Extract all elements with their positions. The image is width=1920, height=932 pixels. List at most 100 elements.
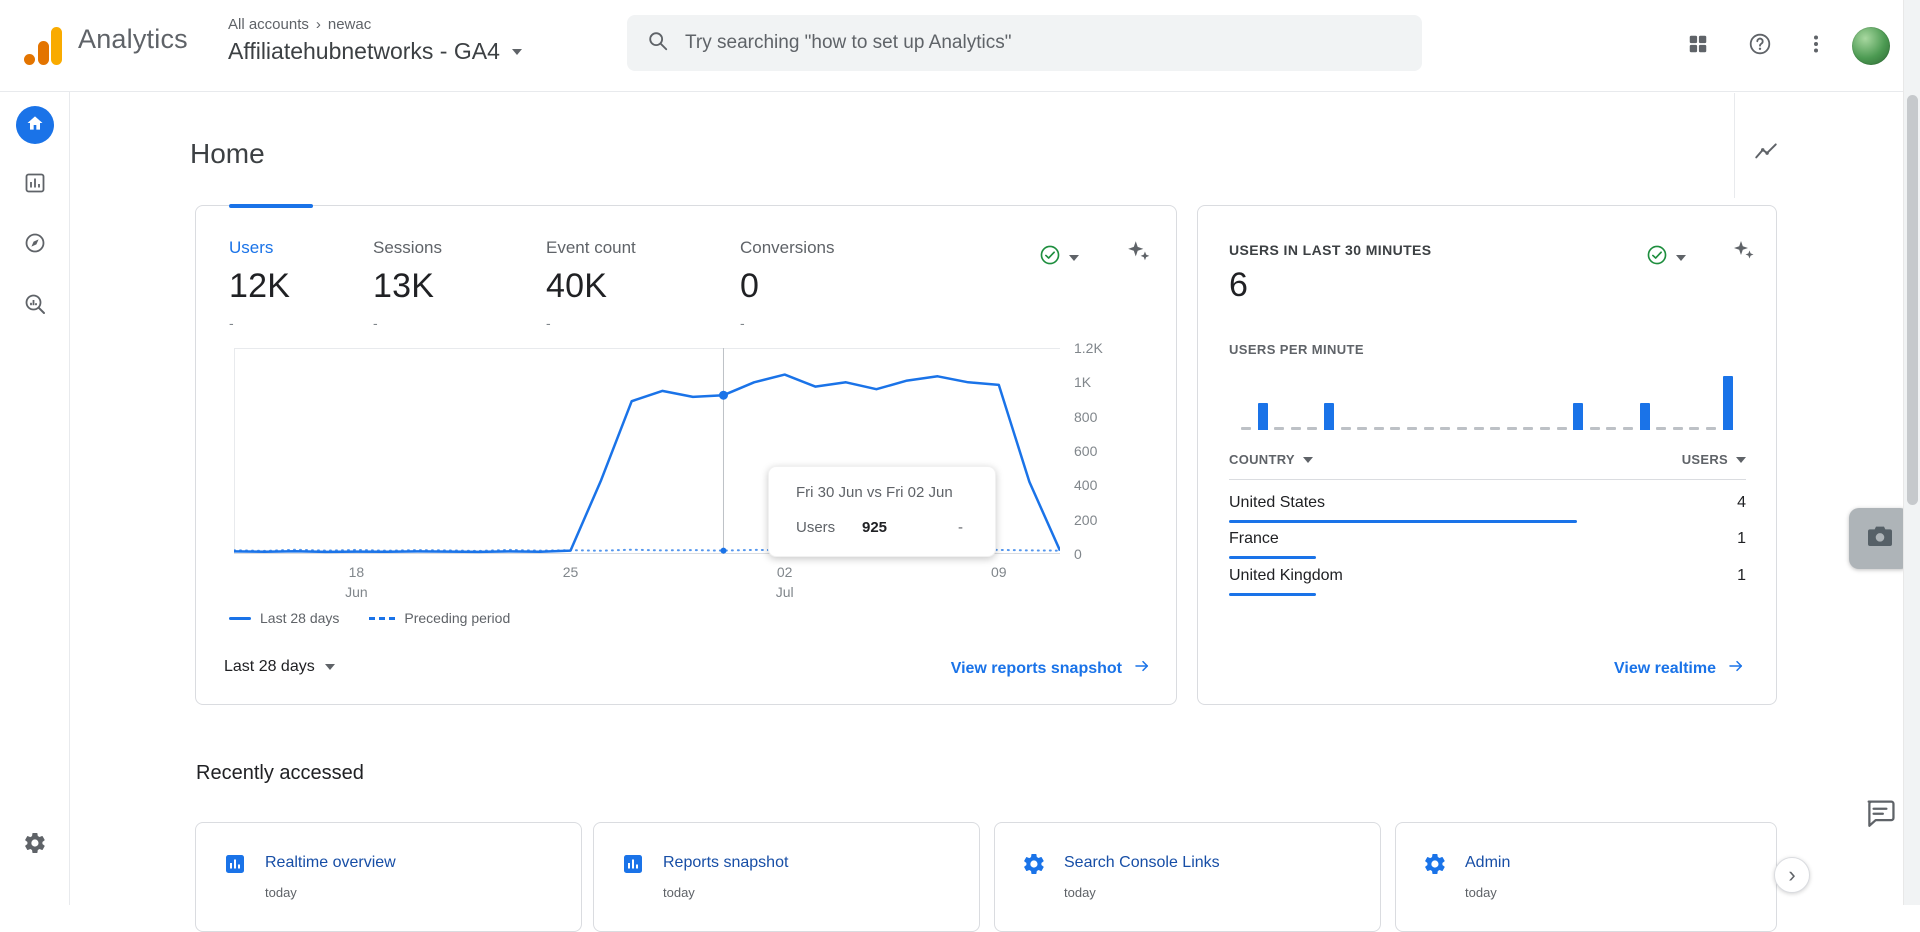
chevron-down-icon xyxy=(1676,255,1686,261)
minute-bar xyxy=(1723,376,1733,430)
hover-point-preceding xyxy=(720,548,726,554)
tooltip-comparison: - xyxy=(958,519,963,536)
recent-card-label: Search Console Links xyxy=(1064,854,1220,872)
analytics-logo[interactable] xyxy=(22,25,66,67)
country-value-bar xyxy=(1229,556,1316,559)
metric-tab-sessions[interactable]: Sessions 13K - xyxy=(373,238,442,331)
y-axis-tick: 1K xyxy=(1074,374,1091,390)
country-users: 4 xyxy=(1737,494,1746,512)
y-axis-tick: 0 xyxy=(1074,546,1082,562)
help-button[interactable] xyxy=(1738,24,1782,68)
minute-bar xyxy=(1673,427,1683,430)
recent-card-admin[interactable]: Admin today xyxy=(1395,822,1777,932)
minute-bar xyxy=(1656,427,1666,430)
recent-card-label: Reports snapshot xyxy=(663,854,788,872)
minute-bar xyxy=(1540,427,1550,430)
recent-card-search-console-links[interactable]: Search Console Links today xyxy=(994,822,1381,932)
chevron-down-icon xyxy=(1736,457,1746,463)
date-range-selector[interactable]: Last 28 days xyxy=(224,658,335,676)
metric-value: 40K xyxy=(546,267,636,306)
logo-dot xyxy=(24,54,35,65)
recent-card-reports-snapshot[interactable]: Reports snapshot today xyxy=(593,822,980,932)
minute-bar xyxy=(1440,427,1450,430)
hover-point-main xyxy=(719,391,728,400)
more-options-button[interactable] xyxy=(1794,24,1838,68)
chevron-right-icon: › xyxy=(316,16,321,33)
check-circle-icon xyxy=(1039,244,1061,271)
check-circle-icon xyxy=(1646,244,1668,271)
users-column-button[interactable]: USERS xyxy=(1682,452,1746,467)
table-row: France 1 xyxy=(1229,530,1746,564)
minute-bar xyxy=(1557,427,1567,430)
minute-bar xyxy=(1424,427,1434,430)
recent-card-meta: today xyxy=(1064,885,1096,900)
chevron-down-icon xyxy=(512,49,522,55)
insights-sparkle-button[interactable] xyxy=(1732,238,1756,267)
sidebar-item-reports[interactable] xyxy=(0,157,70,213)
minute-bar xyxy=(1706,427,1716,430)
users-per-minute-label: USERS PER MINUTE xyxy=(1229,342,1364,357)
sidebar xyxy=(0,92,70,905)
minute-bar xyxy=(1258,403,1268,430)
recent-card-realtime-overview[interactable]: Realtime overview today xyxy=(195,822,582,932)
metric-value: 0 xyxy=(740,267,835,306)
metric-comparison: - xyxy=(373,315,442,331)
minute-bar xyxy=(1523,427,1533,430)
recent-card-meta: today xyxy=(265,885,297,900)
metric-tab-event-count[interactable]: Event count 40K - xyxy=(546,238,636,331)
realtime-title: USERS IN LAST 30 MINUTES xyxy=(1229,242,1432,258)
legend-label: Last 28 days xyxy=(260,610,339,626)
logo-bar-mid xyxy=(38,41,49,65)
apps-grid-button[interactable] xyxy=(1676,24,1720,68)
search-input[interactable] xyxy=(685,32,1402,54)
property-selector[interactable]: Affiliatehubnetworks - GA4 xyxy=(228,38,522,65)
bar-chart-icon xyxy=(621,852,645,881)
view-realtime-link[interactable]: View realtime xyxy=(1614,658,1746,679)
chevron-down-icon xyxy=(1303,457,1313,463)
metric-tab-conversions[interactable]: Conversions 0 - xyxy=(740,238,835,331)
legend-label: Preceding period xyxy=(404,610,510,626)
country-value-bar xyxy=(1229,593,1316,596)
insights-sparkle-button[interactable] xyxy=(1126,238,1152,269)
view-reports-snapshot-link[interactable]: View reports snapshot xyxy=(951,658,1152,679)
chevron-down-icon xyxy=(325,664,335,670)
recent-card-label: Admin xyxy=(1465,854,1510,872)
sidebar-item-home[interactable] xyxy=(0,97,70,153)
scrollbar-thumb[interactable] xyxy=(1907,95,1918,505)
active-metric-indicator xyxy=(229,204,313,208)
data-quality-button[interactable] xyxy=(1039,244,1079,271)
kebab-icon xyxy=(1804,32,1828,61)
chart-tooltip: Fri 30 Jun vs Fri 02 Jun Users 925 - xyxy=(768,466,996,557)
minute-bar xyxy=(1640,403,1650,430)
breadcrumb-all-accounts[interactable]: All accounts xyxy=(228,16,309,33)
account-avatar[interactable] xyxy=(1852,27,1890,65)
page-title: Home xyxy=(190,138,265,170)
sidebar-item-admin[interactable] xyxy=(0,817,70,873)
sidebar-item-advertising[interactable] xyxy=(0,278,70,334)
data-quality-button[interactable] xyxy=(1646,244,1686,271)
breadcrumb-account[interactable]: newac xyxy=(328,16,371,33)
scrollbar[interactable] xyxy=(1903,0,1920,905)
tooltip-date-range: Fri 30 Jun vs Fri 02 Jun xyxy=(796,484,995,501)
metric-tab-users[interactable]: Users 12K - xyxy=(229,238,290,331)
insights-toggle-button[interactable] xyxy=(1746,134,1786,174)
feedback-button[interactable] xyxy=(1860,795,1900,835)
minute-bar xyxy=(1274,427,1284,430)
camera-icon xyxy=(1864,520,1896,557)
metric-label: Event count xyxy=(546,238,636,258)
legend-item-preceding: Preceding period xyxy=(369,610,510,626)
country-column-button[interactable]: COUNTRY xyxy=(1229,452,1313,467)
screen-capture-overlay-button[interactable] xyxy=(1849,508,1910,569)
realtime-table-header: COUNTRY USERS xyxy=(1229,452,1746,467)
app-header: Analytics All accounts › newac Affiliate… xyxy=(0,0,1920,92)
metric-value: 12K xyxy=(229,267,290,306)
sidebar-item-explore[interactable] xyxy=(0,217,70,273)
sparkle-icon xyxy=(1126,251,1152,268)
metric-label: Sessions xyxy=(373,238,442,258)
recent-cards-next-button[interactable]: › xyxy=(1774,857,1810,893)
link-label: View reports snapshot xyxy=(951,660,1122,678)
table-row: United Kingdom 1 xyxy=(1229,567,1746,601)
metric-value: 13K xyxy=(373,267,442,306)
